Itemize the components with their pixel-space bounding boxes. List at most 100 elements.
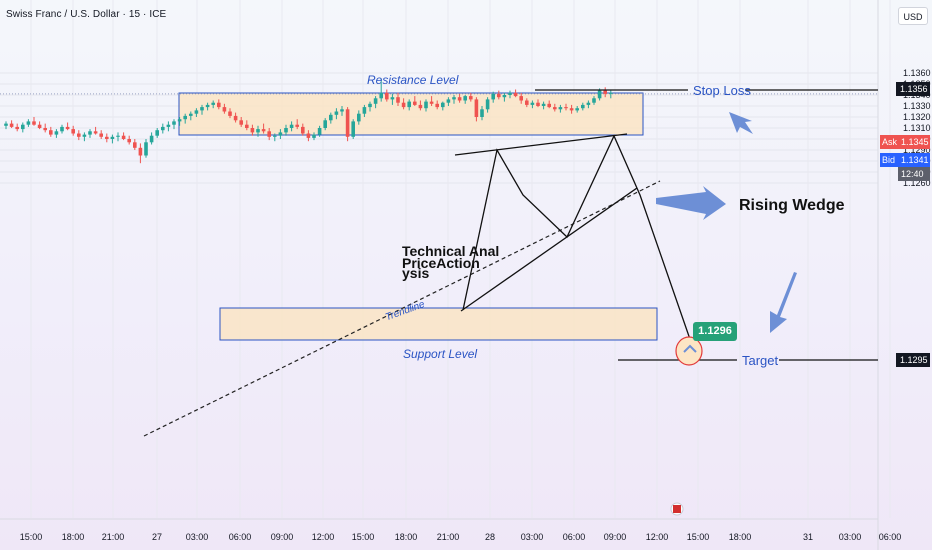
candle [32,117,36,126]
candle [26,119,31,127]
candle-body [329,114,333,121]
support-level-label[interactable]: Support Level [403,347,478,361]
stop-loss-price-pill: 1.1356 [896,82,930,96]
candle [345,107,350,142]
candle-body [54,131,59,135]
candle [110,134,115,144]
candle [222,103,227,114]
stop-loss-label[interactable]: Stop Loss [693,83,751,98]
y-tick-label: 1.1330 [903,101,931,111]
candle [497,90,501,100]
candle [239,117,243,127]
candle-body [469,96,473,100]
candle [581,102,585,111]
candle [256,125,260,137]
candle-body [508,92,512,95]
candle [99,130,103,139]
candle [161,123,165,134]
candle-body [93,131,98,134]
candle-body [289,124,294,128]
candle-body [278,132,283,136]
candle-body [312,134,316,138]
candle-body [435,103,439,108]
ask-price-pill: 1.1345 [898,135,930,149]
candle-body [491,93,495,100]
candle [278,129,283,139]
candle-body [144,142,148,156]
candle [334,108,339,120]
candle [4,121,8,130]
candle [586,100,591,109]
candle [261,123,266,134]
candle-body [502,95,507,98]
wedge-upper-line [454,133,628,156]
rising-wedge-label[interactable]: Rising Wedge [739,197,845,214]
candle-body [547,103,551,108]
candle [267,128,271,141]
candle [127,135,131,145]
candle-body [99,133,103,137]
candle [351,119,355,139]
target-price-badge[interactable]: 1.1296 [693,322,737,341]
candle [183,113,187,124]
candle-body [301,126,305,134]
candle-body [105,136,109,139]
candle-body [351,121,355,137]
candle [116,132,120,142]
candle-body [609,92,613,94]
candle [138,143,143,164]
right-arrow-icon [656,186,726,220]
candle-body [49,130,53,135]
candle-body [177,119,182,122]
candle-body [15,126,19,130]
resistance-level-label[interactable]: Resistance Level [367,73,459,87]
candle [37,121,42,130]
candle-body [284,128,288,133]
candle [373,96,378,109]
candle [54,129,59,138]
candle [273,133,277,142]
candle-body [407,101,411,108]
x-tick-label: 18:00 [62,532,85,542]
candle [172,119,176,130]
candle-body [228,111,232,116]
candle-body [250,128,255,133]
candle [413,96,417,106]
resistance-zone [178,92,644,136]
candle [289,121,294,132]
candle-body [133,142,137,148]
candle [485,97,490,113]
candle [93,126,98,135]
candle-body [9,123,14,127]
candle [609,90,613,99]
symbol-title[interactable]: Swiss Franc / U.S. Dollar · 15 · ICE [6,9,167,20]
candle-body [32,121,36,125]
candle [211,100,215,109]
candle-body [239,120,243,125]
target-label[interactable]: Target [742,353,779,368]
candle [144,139,148,158]
candle-body [379,92,383,99]
candle-body [155,130,159,136]
currency-button[interactable]: USD [898,7,928,25]
support-zone [219,307,658,341]
x-tick-label: 28 [485,532,495,542]
x-tick-label: 09:00 [604,532,627,542]
candle [525,98,529,108]
candle [49,126,53,137]
price-action-text-line-2[interactable]: PriceAction [402,255,480,271]
price-action-text-line-1[interactable]: Technical Anal [402,243,500,259]
candle [155,128,159,138]
price-action-text-line-3[interactable]: ysis [402,265,430,281]
candle-body [273,135,277,137]
trendline [143,180,661,437]
x-tick-label: 21:00 [437,532,460,542]
candle-body [116,135,120,137]
candle-body [222,107,227,112]
wedge-lower-line [460,187,638,312]
candle-body [592,98,596,103]
x-tick-label: 09:00 [271,532,294,542]
candle-body [172,121,176,125]
candle-body [211,102,215,105]
